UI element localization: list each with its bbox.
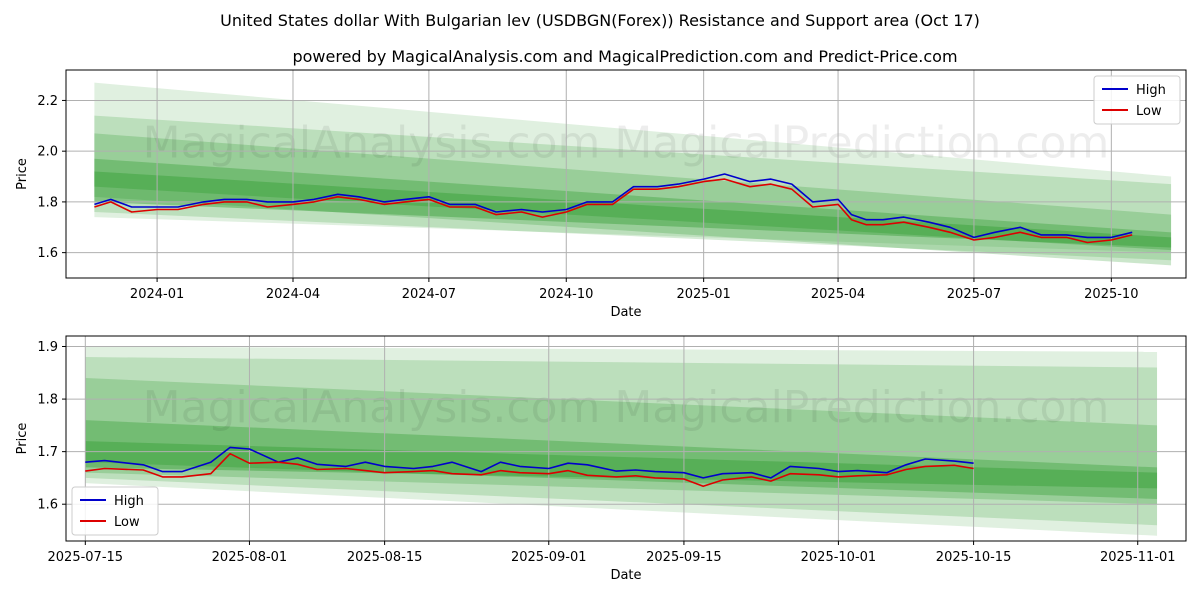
y-axis-label: Price — [15, 423, 30, 455]
y-tick-label: 1.6 — [37, 246, 58, 261]
x-tick-label: 2024-01 — [130, 287, 184, 302]
y-tick-label: 2.2 — [37, 94, 58, 109]
support-resistance-band — [85, 346, 1158, 536]
x-axis-label: Date — [610, 305, 641, 320]
band-group — [85, 346, 1158, 536]
x-axis-label: Date — [610, 568, 641, 583]
y-tick-label: 2.0 — [37, 145, 58, 160]
x-tick-label: 2025-08-15 — [347, 550, 423, 565]
x-tick-label: 2024-10 — [539, 287, 593, 302]
legend: High Low — [1093, 75, 1181, 125]
y-tick-label: 1.9 — [37, 340, 58, 355]
support-resistance-band — [85, 441, 1158, 489]
top-panel: MagicalAnalysis.com MagicalPrediction.co… — [15, 69, 1187, 320]
band-group — [94, 82, 1172, 266]
support-resistance-band — [94, 158, 1172, 251]
y-tick-label: 1.6 — [37, 498, 58, 513]
x-tick-label: 2025-07 — [947, 287, 1001, 302]
x-tick-label: 2025-10-01 — [801, 550, 877, 565]
watermark: MagicalAnalysis.com MagicalPrediction.co… — [143, 382, 1110, 433]
x-tick-label: 2025-07-15 — [48, 550, 124, 565]
series-line-low — [94, 178, 1133, 244]
y-tick-label: 1.8 — [37, 195, 58, 210]
x-tick-label: 2025-10-15 — [936, 550, 1012, 565]
plot-frame — [65, 335, 1187, 542]
plot-frame — [65, 69, 1187, 279]
chart-subtitle: powered by MagicalAnalysis.com and Magic… — [292, 47, 957, 66]
support-resistance-band — [94, 171, 1172, 248]
legend-label-high: High — [1136, 83, 1166, 98]
x-tick-label: 2025-08-01 — [212, 550, 288, 565]
y-tick-label: 1.8 — [37, 393, 58, 408]
support-resistance-band — [85, 378, 1158, 505]
y-tick-label: 1.7 — [37, 445, 58, 460]
legend-label-low: Low — [114, 515, 140, 530]
x-tick-label: 2024-07 — [402, 287, 456, 302]
bottom-panel: MagicalAnalysis.com MagicalPrediction.co… — [15, 335, 1187, 583]
chart-title: United States dollar With Bulgarian lev … — [220, 11, 980, 30]
y-axis-label: Price — [15, 158, 30, 190]
x-tick-label: 2025-01 — [676, 287, 730, 302]
series-line-high — [94, 173, 1133, 239]
x-tick-label: 2024-04 — [266, 287, 320, 302]
watermark: MagicalAnalysis.com MagicalPrediction.co… — [143, 117, 1110, 168]
legend-label-low: Low — [1136, 104, 1162, 119]
support-resistance-band — [94, 133, 1172, 266]
legend-label-high: High — [114, 494, 144, 509]
x-tick-label: 2025-11-01 — [1100, 550, 1176, 565]
x-tick-label: 2025-04 — [811, 287, 865, 302]
x-tick-label: 2025-10 — [1084, 287, 1138, 302]
support-resistance-band — [85, 420, 1158, 499]
legend: High Low — [71, 486, 159, 536]
x-tick-label: 2025-09-15 — [646, 550, 722, 565]
series-line-low — [85, 452, 974, 488]
x-tick-label: 2025-09-01 — [511, 550, 587, 565]
series-line-high — [85, 446, 974, 479]
support-resistance-band — [94, 82, 1172, 253]
